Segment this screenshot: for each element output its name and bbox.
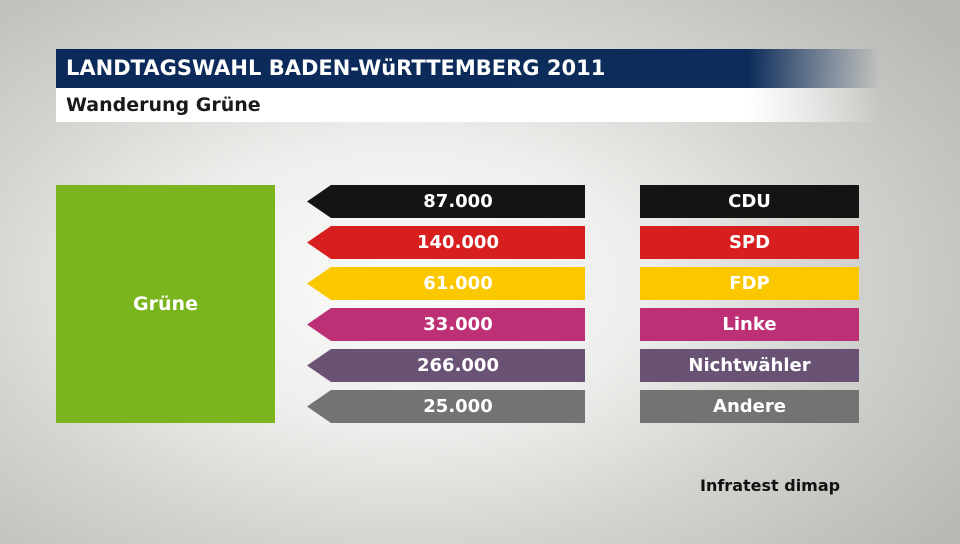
flow-arrow-spd: 140.000 [307,226,585,259]
chart-title: LANDTAGSWAHL BADEN-WüRTTEMBERG 2011 [56,49,880,88]
source-party-label: Grüne [133,293,198,315]
flow-arrow-shape [307,185,585,218]
flow-value-label: 33.000 [423,314,493,335]
party-box-cdu: CDU [640,185,859,218]
flow-arrow-cdu: 87.000 [307,185,585,218]
flow-value-label: 61.000 [423,273,493,294]
flow-value-label: 266.000 [417,355,499,376]
party-box-linke: Linke [640,308,859,341]
source-credit: Infratest dimap [700,476,841,495]
flow-value-label: 25.000 [423,396,493,417]
flow-arrow-shape [307,267,585,300]
flow-arrow-shape [307,226,585,259]
party-box-andere: Andere [640,390,859,423]
party-box-nichtwähler: Nichtwähler [640,349,859,382]
flow-arrow-andere: 25.000 [307,390,585,423]
chart-subtitle: Wanderung Grüne [56,88,880,122]
party-box-spd: SPD [640,226,859,259]
flow-arrow-shape [307,349,585,382]
flow-arrow-shape [307,390,585,423]
flow-value-label: 140.000 [417,232,499,253]
flow-arrow-shape [307,308,585,341]
source-party-box: Grüne [56,185,275,423]
flow-arrow-linke: 33.000 [307,308,585,341]
flow-arrow-fdp: 61.000 [307,267,585,300]
flow-arrow-nichtwähler: 266.000 [307,349,585,382]
party-box-fdp: FDP [640,267,859,300]
flow-value-label: 87.000 [423,191,493,212]
